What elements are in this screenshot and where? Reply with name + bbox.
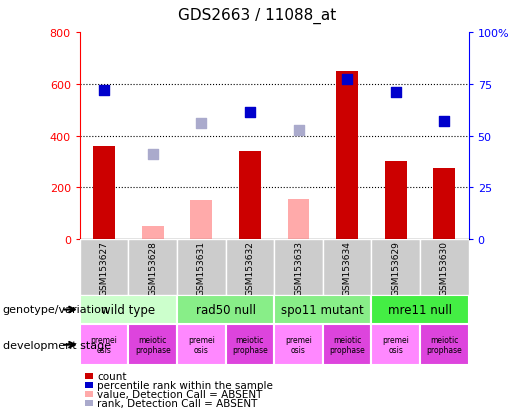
- Bar: [128, 240, 177, 295]
- Bar: [177, 240, 226, 295]
- Text: GSM153627: GSM153627: [99, 240, 109, 295]
- Text: GSM153632: GSM153632: [246, 240, 254, 295]
- Point: [343, 76, 351, 83]
- Text: GSM153629: GSM153629: [391, 240, 400, 295]
- Bar: [274, 295, 371, 324]
- Bar: [274, 324, 323, 366]
- Text: genotype/variation: genotype/variation: [3, 305, 109, 315]
- Text: development stage: development stage: [3, 340, 111, 350]
- Bar: [323, 324, 371, 366]
- Text: GDS2663 / 11088_at: GDS2663 / 11088_at: [178, 8, 337, 24]
- Bar: [93, 147, 115, 240]
- Text: meiotic
prophase: meiotic prophase: [329, 335, 365, 354]
- Text: premei
osis: premei osis: [188, 335, 215, 354]
- Bar: [226, 240, 274, 295]
- Point: [149, 151, 157, 158]
- Bar: [239, 152, 261, 240]
- Bar: [177, 295, 274, 324]
- Point: [440, 119, 449, 126]
- Text: GSM153630: GSM153630: [440, 240, 449, 295]
- Bar: [385, 162, 407, 240]
- Text: rank, Detection Call = ABSENT: rank, Detection Call = ABSENT: [97, 398, 258, 408]
- Text: meiotic
prophase: meiotic prophase: [232, 335, 268, 354]
- Text: GSM153628: GSM153628: [148, 240, 157, 295]
- Point: [295, 128, 303, 135]
- Bar: [80, 295, 177, 324]
- Bar: [142, 227, 164, 240]
- Text: spo11 mutant: spo11 mutant: [282, 303, 364, 316]
- Bar: [226, 324, 274, 366]
- Bar: [128, 324, 177, 366]
- Text: count: count: [97, 371, 127, 381]
- Text: GSM153631: GSM153631: [197, 240, 206, 295]
- Bar: [336, 72, 358, 240]
- Point: [100, 88, 108, 95]
- Text: premei
osis: premei osis: [91, 335, 117, 354]
- Bar: [323, 240, 371, 295]
- Point: [391, 89, 400, 96]
- Bar: [420, 324, 469, 366]
- Bar: [80, 324, 128, 366]
- Bar: [371, 324, 420, 366]
- Bar: [80, 240, 128, 295]
- Text: premei
osis: premei osis: [285, 335, 312, 354]
- Bar: [434, 169, 455, 240]
- Bar: [287, 199, 310, 240]
- Point: [197, 120, 205, 127]
- Text: wild type: wild type: [101, 303, 156, 316]
- Text: GSM153634: GSM153634: [342, 240, 352, 295]
- Bar: [371, 240, 420, 295]
- Text: mre11 null: mre11 null: [388, 303, 452, 316]
- Bar: [191, 201, 212, 240]
- Bar: [420, 240, 469, 295]
- Text: meiotic
prophase: meiotic prophase: [135, 335, 170, 354]
- Bar: [177, 324, 226, 366]
- Text: percentile rank within the sample: percentile rank within the sample: [97, 380, 273, 390]
- Text: premei
osis: premei osis: [382, 335, 409, 354]
- Text: GSM153633: GSM153633: [294, 240, 303, 295]
- Bar: [274, 240, 323, 295]
- Text: rad50 null: rad50 null: [196, 303, 255, 316]
- Bar: [371, 295, 469, 324]
- Text: value, Detection Call = ABSENT: value, Detection Call = ABSENT: [97, 389, 263, 399]
- Text: meiotic
prophase: meiotic prophase: [426, 335, 462, 354]
- Point: [246, 110, 254, 116]
